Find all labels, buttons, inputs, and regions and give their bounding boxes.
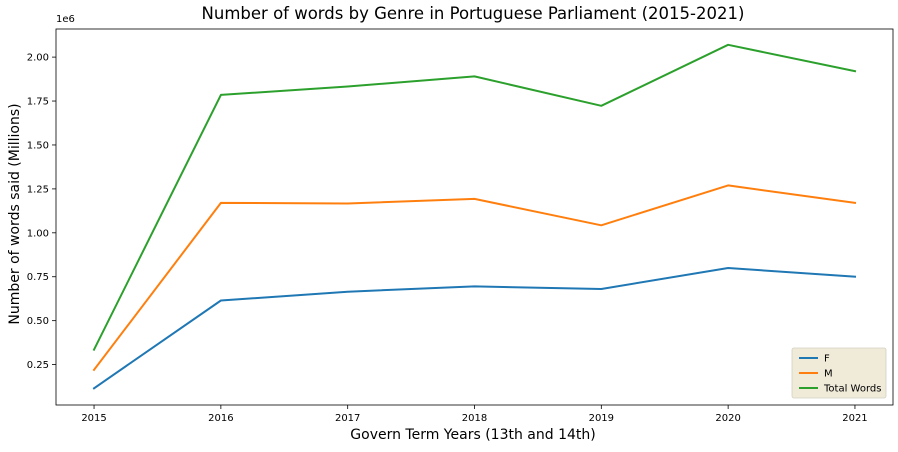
y-tick-label-1.75: 1.75 bbox=[27, 97, 49, 108]
legend-label-f: F bbox=[824, 354, 830, 365]
y-tick-label-0.50: 0.50 bbox=[27, 316, 49, 327]
legend-label-total-words: Total Words bbox=[823, 384, 881, 395]
x-tick-label-2017: 2017 bbox=[335, 413, 360, 424]
chart-title: Number of words by Genre in Portuguese P… bbox=[202, 4, 745, 23]
x-tick-label-2019: 2019 bbox=[589, 413, 614, 424]
legend-label-m: M bbox=[824, 369, 833, 380]
y-offset-label: 1e6 bbox=[56, 14, 75, 25]
x-tick-label-2015: 2015 bbox=[81, 413, 106, 424]
y-tick-label-1.00: 1.00 bbox=[27, 228, 49, 239]
legend: FM Total Words bbox=[792, 348, 886, 398]
y-axis-label: Number of words said (Millions) bbox=[7, 103, 23, 324]
x-tick-label-2021: 2021 bbox=[842, 413, 867, 424]
y-tick-label-0.75: 0.75 bbox=[27, 272, 49, 283]
x-tick-label-2016: 2016 bbox=[208, 413, 233, 424]
x-tick-label-2020: 2020 bbox=[715, 413, 740, 424]
y-tick-label-1.25: 1.25 bbox=[27, 184, 49, 195]
y-tick-label-1.50: 1.50 bbox=[27, 140, 49, 151]
y-tick-label-2.00: 2.00 bbox=[27, 53, 49, 64]
x-axis-label: Govern Term Years (13th and 14th) bbox=[350, 427, 595, 443]
x-tick-label-2018: 2018 bbox=[462, 413, 487, 424]
y-tick-label-0.25: 0.25 bbox=[27, 360, 49, 371]
